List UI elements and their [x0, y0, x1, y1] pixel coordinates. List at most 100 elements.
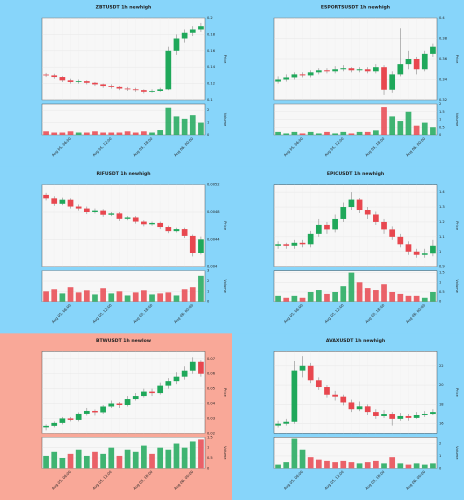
candle-body — [141, 221, 147, 225]
candle-body — [108, 86, 115, 87]
y-tick-label: 0.02 — [207, 431, 215, 435]
y-tick-label: 1 — [439, 250, 441, 254]
candle-body — [421, 414, 428, 416]
candle-body — [92, 210, 98, 212]
volume-bar — [397, 121, 404, 135]
candle-body — [340, 207, 347, 219]
volume-bar — [332, 291, 338, 302]
candle-body — [157, 385, 164, 394]
candle-body — [67, 418, 74, 420]
y-tick-label: 0.4 — [439, 16, 445, 20]
candle-body — [173, 229, 180, 232]
volume-bar — [364, 131, 371, 135]
volume-bar — [132, 451, 139, 469]
candle-body — [116, 86, 123, 89]
candle-body — [283, 77, 290, 80]
y-axis-label: Price — [223, 221, 227, 231]
candle-body — [51, 198, 58, 204]
volume-bar — [373, 290, 379, 302]
volume-bar — [100, 453, 106, 469]
volume-tick-label: 0 — [207, 133, 210, 137]
volume-bar — [189, 441, 196, 469]
volume-tick-label: 3 — [207, 269, 209, 273]
candle-body — [348, 402, 355, 410]
y-axis-label: Price — [223, 388, 227, 398]
volume-panel — [41, 270, 206, 302]
volume-bar — [291, 295, 298, 302]
price-panel — [273, 184, 438, 267]
candle-body — [315, 224, 322, 234]
y-tick-label: 0.12 — [207, 82, 215, 86]
volume-bar — [389, 291, 396, 302]
candle-body — [307, 72, 314, 76]
candle-body — [405, 59, 412, 65]
volume-bar — [315, 459, 322, 469]
candle-body — [348, 68, 355, 71]
candle-body — [75, 413, 82, 420]
volume-bar — [332, 133, 338, 135]
candle-body — [198, 26, 204, 30]
volume-bar — [67, 287, 74, 302]
candle-body — [83, 410, 90, 414]
candle-body — [373, 412, 379, 416]
candle-body — [413, 59, 420, 70]
y-axis-label: Price — [223, 55, 227, 65]
volume-bar — [83, 132, 90, 135]
volume-bar — [348, 133, 355, 135]
candle-body — [141, 391, 147, 397]
y-tick-label: 0.05 — [207, 387, 215, 391]
y-tick-label: 16 — [439, 422, 444, 426]
candle-body — [291, 370, 298, 422]
volume-bar — [389, 116, 396, 135]
candle-body — [340, 68, 347, 70]
candle-body — [332, 394, 338, 397]
volume-tick-label: 1 — [439, 454, 441, 458]
volume-bar — [299, 449, 306, 469]
volume-bar — [405, 111, 412, 135]
volume-bar — [124, 295, 131, 302]
volume-axis-label: Volume — [223, 446, 227, 460]
volume-bar — [315, 133, 322, 135]
volume-bar — [397, 463, 404, 469]
y-tick-label: 0.0048 — [207, 210, 220, 214]
candle-body — [92, 82, 98, 85]
candle-body — [299, 74, 306, 76]
volume-bar — [181, 447, 188, 469]
volume-bar — [307, 457, 314, 469]
candle-body — [283, 421, 290, 424]
volume-bar — [116, 455, 123, 469]
candle-body — [283, 244, 290, 246]
chart-title: BTWUSDT 1h newlow — [96, 338, 152, 344]
volume-bar — [430, 291, 436, 302]
candle-body — [389, 414, 396, 419]
chart-title: ESPORTSUSDT 1h newhigh — [321, 5, 390, 11]
candle-body — [198, 239, 204, 253]
volume-axis-label: Volume — [455, 446, 459, 460]
candle-body — [291, 74, 298, 78]
volume-bar — [315, 290, 322, 302]
volume-tick-label: 1.5 — [207, 435, 213, 439]
y-tick-label: 0.36 — [439, 57, 448, 61]
chart-title: AVAXUSDT 1h newhigh — [326, 338, 385, 344]
candle-body — [67, 199, 74, 207]
volume-bar — [43, 455, 49, 469]
candle-body — [100, 84, 106, 87]
volume-bar — [173, 295, 180, 302]
candle-body — [181, 229, 188, 236]
volume-bar — [149, 453, 155, 469]
price-panel — [41, 351, 206, 434]
candle-body — [275, 423, 281, 426]
volume-bar — [283, 462, 290, 469]
y-axis-label: Price — [455, 55, 459, 65]
volume-bar — [332, 462, 338, 469]
volume-bar — [307, 291, 314, 302]
y-tick-label: 0.2 — [207, 16, 213, 20]
candle-body — [141, 90, 147, 92]
volume-bar — [275, 131, 281, 135]
volume-bar — [51, 132, 58, 135]
y-tick-label: 0.32 — [439, 98, 447, 102]
candle-body — [165, 50, 172, 90]
candle-body — [389, 74, 396, 90]
candle-body — [83, 81, 90, 83]
